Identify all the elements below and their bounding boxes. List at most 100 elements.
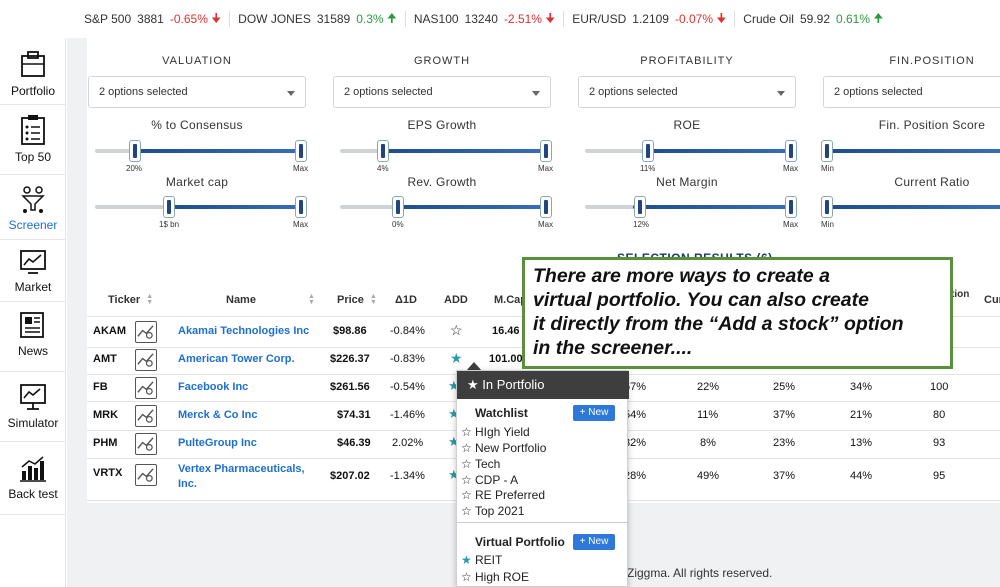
star-outline-icon: ☆	[461, 488, 475, 502]
fin-position-select[interactable]: 2 options selected	[823, 76, 1000, 108]
sidebar-item-label: News	[18, 344, 48, 358]
slider-track[interactable]	[585, 149, 795, 153]
new-watchlist-button[interactable]: + New	[573, 405, 615, 421]
slider-track[interactable]	[827, 149, 1000, 153]
plus-icon: +	[580, 407, 589, 418]
stock-price: $261.56	[330, 381, 370, 393]
watchlist-item[interactable]: ☆ Top 2021	[461, 504, 524, 518]
ticker-change: 0.61%	[836, 12, 870, 26]
slider-min-handle[interactable]	[821, 140, 833, 162]
slider-track[interactable]	[95, 205, 305, 209]
slider-min-handle[interactable]	[634, 196, 646, 218]
stock-name-link[interactable]: Facebook Inc	[178, 381, 248, 393]
slider-max-handle[interactable]	[295, 196, 307, 218]
watchlist-item[interactable]: ☆ CDP - A	[461, 473, 518, 487]
slider-min-handle[interactable]	[129, 140, 141, 162]
slider-max-handle[interactable]	[295, 140, 307, 162]
watchlist-item[interactable]: ☆ RE Preferred	[461, 488, 545, 502]
sidebar-item-news[interactable]: News	[0, 310, 66, 358]
sidebar-item-label: Portfolio	[11, 84, 55, 98]
slider-track[interactable]	[585, 205, 795, 209]
footer-copyright: Ziggma. All rights reserved.	[627, 566, 772, 580]
col-header-name[interactable]: Name	[226, 294, 256, 306]
ticker-item: NAS100 13240 -2.51% 🠋	[406, 11, 564, 27]
stock-change: 2.02%	[392, 437, 423, 449]
market-ticker-bar: S&P 500 3881 -0.65% 🠋 DOW JONES 31589 0.…	[0, 0, 1000, 38]
virtual-portfolio-item[interactable]: ☆ High ROE	[461, 570, 529, 584]
col-header-label: tion	[951, 289, 969, 300]
select-value: 2 options selected	[99, 86, 188, 98]
stock-chart-icon[interactable]	[135, 377, 157, 399]
slider-track[interactable]	[340, 205, 550, 209]
stock-name-link[interactable]: Merck & Co Inc	[178, 409, 257, 421]
arrow-down-icon: 🠋	[542, 9, 555, 30]
slider-track[interactable]	[827, 205, 1000, 209]
col-header-ticker[interactable]: Ticker ▲ ▼	[108, 294, 153, 306]
slider-min-handle[interactable]	[163, 196, 175, 218]
sidebar-item-top-50[interactable]: Top 50	[0, 114, 66, 164]
stock-chart-icon[interactable]	[135, 405, 157, 427]
popup-divider	[457, 522, 629, 523]
stock-chart-icon[interactable]	[135, 433, 157, 455]
add-star-filled-icon[interactable]: ★	[450, 350, 463, 367]
stock-price: $46.39	[337, 437, 371, 449]
slider-max-handle[interactable]	[785, 140, 797, 162]
ticker-value: 59.92	[800, 12, 830, 26]
col-header-current[interactable]: Cur	[984, 294, 1000, 306]
profitability-select[interactable]: 2 options selected	[578, 76, 796, 108]
sidebar-item-market[interactable]: Market	[0, 248, 66, 294]
valuation-select[interactable]: 2 options selected	[88, 76, 306, 108]
slider-min-handle[interactable]	[392, 196, 404, 218]
slider-min-value: Min	[821, 220, 834, 229]
ticker-value: 1.2109	[632, 12, 669, 26]
stock-chart-icon[interactable]	[135, 349, 157, 371]
stock-metric: 37%	[773, 409, 795, 421]
stock-name-link[interactable]: Akamai Technologies Inc	[178, 325, 309, 337]
sidebar-item-label: Top 50	[15, 150, 51, 164]
sort-icon[interactable]: ▲ ▼	[308, 294, 315, 306]
slider-max-handle[interactable]	[540, 140, 552, 162]
watchlist-item[interactable]: ☆ Tech	[461, 457, 500, 471]
growth-select[interactable]: 2 options selected	[333, 76, 551, 108]
stock-change: -0.54%	[390, 381, 425, 393]
col-header-add: ADD	[444, 294, 468, 306]
col-header-label: Name	[226, 294, 256, 306]
col-header-delta-1d[interactable]: Δ1D	[395, 294, 417, 306]
ticker-name: S&P 500	[84, 12, 131, 26]
stock-chart-icon[interactable]	[135, 464, 157, 486]
slider-track[interactable]	[95, 149, 305, 153]
ticker-name: NAS100	[414, 12, 459, 26]
sidebar-item-portfolio[interactable]: Portfolio	[0, 50, 66, 98]
sidebar-item-back-test[interactable]: Back test	[0, 455, 66, 501]
stock-name-link[interactable]: Vertex Pharmaceuticals, Inc.	[178, 462, 308, 492]
slider-min-value: 11%	[640, 164, 655, 173]
slider-track[interactable]	[340, 149, 550, 153]
slider-max-handle[interactable]	[785, 196, 797, 218]
new-virtual-portfolio-button[interactable]: + New	[573, 534, 615, 550]
watchlist-item[interactable]: ☆ HIgh Yield	[461, 425, 530, 439]
add-star-icon[interactable]: ☆	[450, 322, 463, 339]
virtual-portfolio-item[interactable]: ★ REIT	[461, 553, 502, 567]
ticker-symbol: AMT	[93, 353, 117, 365]
slider-min-handle[interactable]	[642, 140, 654, 162]
sidebar-item-simulator[interactable]: Simulator	[0, 382, 66, 430]
slider-min-handle[interactable]	[821, 196, 833, 218]
stock-chart-icon[interactable]	[135, 321, 157, 343]
slider-min-handle[interactable]	[377, 140, 389, 162]
stock-metric: 21%	[850, 409, 872, 421]
slider-max-value: Max	[783, 164, 798, 173]
stock-name-link[interactable]: American Tower Corp.	[178, 353, 295, 365]
bar-chart-icon	[19, 455, 47, 483]
slider-min-value: 1$ bn	[159, 220, 179, 229]
group-title-growth: GROWTH	[332, 55, 552, 67]
watchlist-item[interactable]: ☆ New Portfolio	[461, 441, 546, 455]
stock-name-link[interactable]: PulteGroup Inc	[178, 437, 257, 449]
ticker-value: 31589	[317, 12, 350, 26]
col-header-partial: tion	[951, 289, 969, 300]
col-header-price[interactable]: Price ▲ ▼	[337, 294, 377, 306]
stock-score: 93	[933, 437, 945, 449]
slider-label: Net Margin	[577, 175, 797, 189]
sidebar-item-screener[interactable]: Screener	[0, 184, 66, 232]
stock-metric: 28%	[624, 470, 654, 482]
slider-max-handle[interactable]	[540, 196, 552, 218]
